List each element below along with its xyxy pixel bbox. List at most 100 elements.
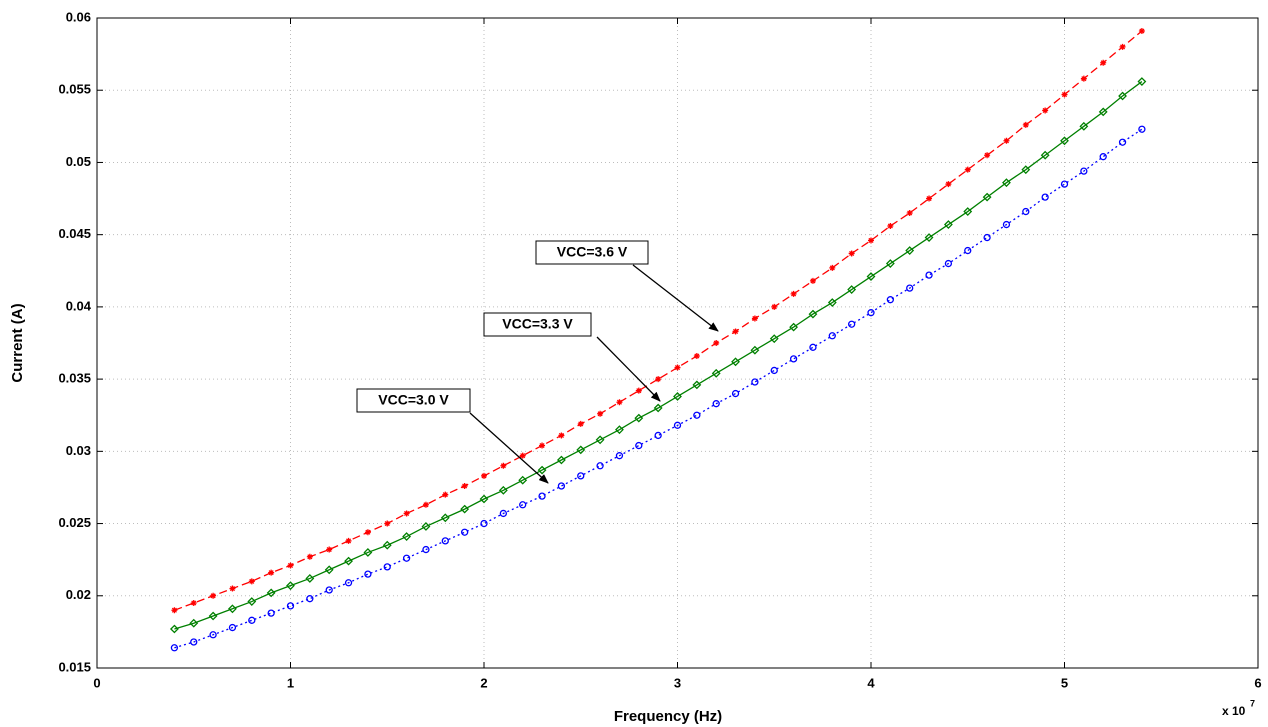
marker xyxy=(324,565,334,575)
marker xyxy=(403,510,410,517)
marker xyxy=(868,237,874,244)
x-tick-label: 5 xyxy=(1061,675,1068,690)
marker xyxy=(713,340,720,346)
x-tick-label: 2 xyxy=(480,675,487,690)
marker xyxy=(809,343,817,351)
marker xyxy=(287,562,294,569)
marker xyxy=(499,509,508,518)
marker xyxy=(1079,121,1089,131)
x-multiplier: x 10 xyxy=(1222,704,1246,718)
marker xyxy=(1100,59,1107,66)
marker xyxy=(828,332,836,340)
marker xyxy=(480,519,488,528)
marker xyxy=(655,376,662,383)
y-axis-label: Current (A) xyxy=(9,303,26,382)
marker xyxy=(1137,77,1147,86)
marker xyxy=(693,353,700,359)
marker xyxy=(692,380,702,390)
series-line xyxy=(174,81,1143,630)
marker xyxy=(616,399,623,406)
marker xyxy=(1002,220,1011,229)
x-tick-label: 4 xyxy=(867,675,875,690)
marker xyxy=(906,284,914,292)
marker xyxy=(190,600,197,606)
marker xyxy=(267,609,275,617)
marker xyxy=(305,574,315,583)
marker xyxy=(518,475,528,485)
marker xyxy=(1080,75,1087,82)
y-tick-label: 0.045 xyxy=(58,226,91,241)
marker xyxy=(634,413,644,423)
annotation-box xyxy=(535,240,649,265)
marker xyxy=(867,309,875,317)
marker xyxy=(982,192,992,202)
annotation-text: VCC=3.3 V xyxy=(502,316,573,332)
marker xyxy=(1002,178,1011,188)
y-tick-label: 0.055 xyxy=(58,82,91,97)
marker xyxy=(208,611,218,621)
marker xyxy=(654,431,662,440)
marker xyxy=(1060,136,1069,146)
y-tick-label: 0.025 xyxy=(58,515,91,530)
marker xyxy=(1138,28,1145,34)
marker xyxy=(402,554,411,562)
marker xyxy=(461,483,468,489)
marker xyxy=(1098,107,1108,117)
marker xyxy=(944,259,953,268)
marker xyxy=(964,246,972,255)
marker xyxy=(712,400,720,408)
marker xyxy=(808,309,818,319)
marker xyxy=(306,595,314,603)
marker xyxy=(595,435,605,445)
marker xyxy=(635,387,642,394)
y-tick-label: 0.03 xyxy=(66,443,91,458)
marker xyxy=(384,520,391,527)
marker xyxy=(363,548,373,557)
marker xyxy=(539,442,546,449)
marker xyxy=(519,452,526,459)
x-multiplier-exponent: 7 xyxy=(1250,698,1255,708)
marker xyxy=(983,233,991,242)
marker xyxy=(228,604,237,614)
marker xyxy=(460,504,470,514)
marker xyxy=(1099,153,1107,161)
marker xyxy=(926,195,933,202)
marker xyxy=(326,546,333,553)
marker xyxy=(1022,207,1030,216)
marker xyxy=(577,420,584,427)
marker xyxy=(1003,137,1010,144)
marker xyxy=(732,328,739,335)
annotation-arrow xyxy=(632,264,719,332)
y-tick-label: 0.02 xyxy=(66,587,91,602)
marker xyxy=(1138,125,1146,133)
marker xyxy=(789,355,798,363)
marker xyxy=(248,578,255,585)
y-tick-label: 0.06 xyxy=(66,9,91,24)
marker xyxy=(751,315,758,322)
marker xyxy=(963,207,973,216)
marker xyxy=(1118,138,1127,146)
marker xyxy=(674,364,681,371)
marker xyxy=(770,366,778,375)
marker xyxy=(945,181,952,188)
marker xyxy=(519,501,527,509)
series-line xyxy=(174,30,1143,611)
marker xyxy=(673,392,682,401)
marker xyxy=(442,491,449,498)
marker xyxy=(421,522,431,531)
marker xyxy=(1080,167,1088,175)
marker xyxy=(731,389,740,398)
x-tick-label: 0 xyxy=(93,675,100,690)
marker xyxy=(751,378,759,386)
marker xyxy=(653,403,663,413)
marker xyxy=(189,618,199,628)
marker xyxy=(1118,91,1127,101)
marker xyxy=(827,298,837,307)
marker xyxy=(769,334,779,344)
marker xyxy=(209,631,217,639)
marker xyxy=(673,421,682,429)
marker xyxy=(790,290,797,297)
marker xyxy=(1041,193,1049,201)
marker xyxy=(286,602,295,610)
y-tick-label: 0.035 xyxy=(58,371,91,386)
